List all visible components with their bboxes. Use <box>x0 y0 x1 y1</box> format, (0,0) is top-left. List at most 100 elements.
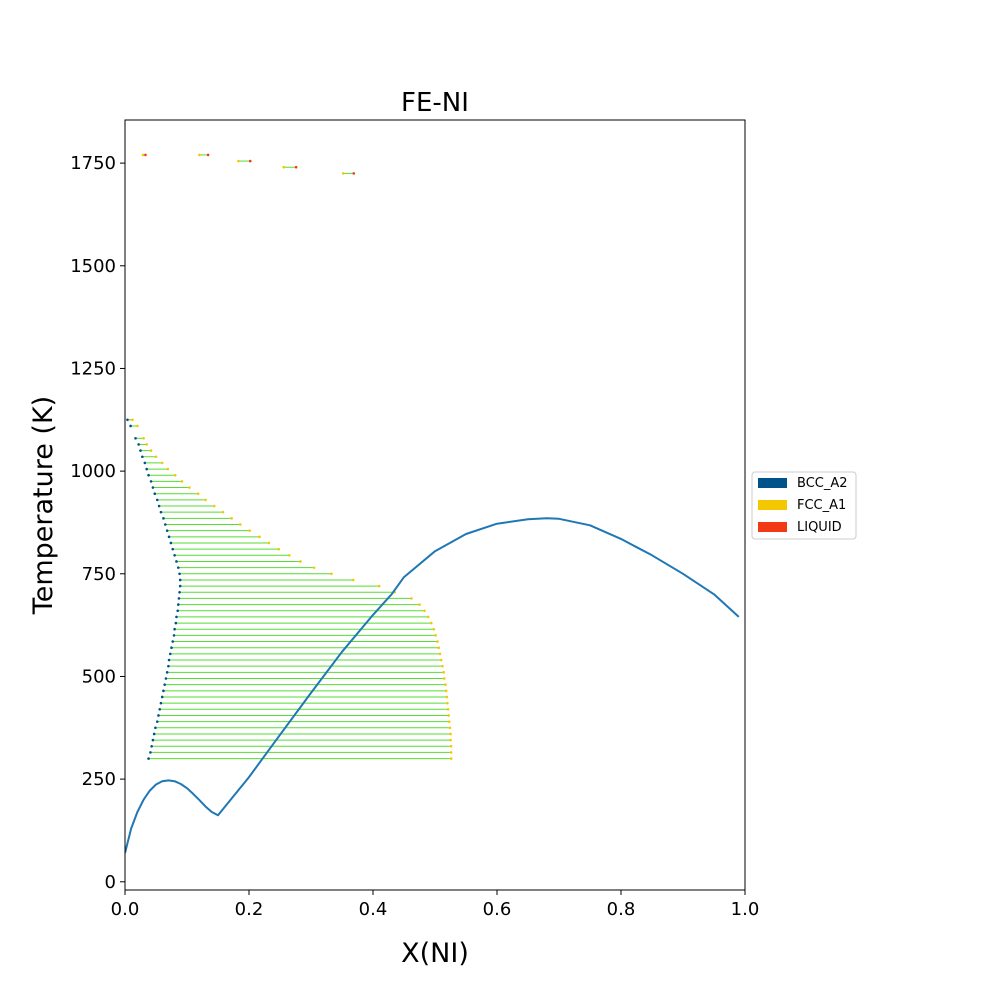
fcc-a1-point <box>447 714 450 717</box>
fcc-a1-point <box>154 455 158 459</box>
fcc-a1-point <box>277 547 281 551</box>
fcc-a1-point <box>436 640 439 643</box>
fcc-a1-point <box>230 517 233 520</box>
fcc-a1-point <box>449 744 453 748</box>
bcc-a2-point <box>159 510 163 514</box>
fcc-a1-point <box>239 523 242 526</box>
fcc-a1-point <box>141 153 145 157</box>
bcc-a2-point <box>126 418 129 422</box>
y-tick-label: 1500 <box>70 256 116 277</box>
fcc-a1-point <box>449 751 453 754</box>
fcc-a1-point <box>221 510 225 514</box>
fcc-a1-point <box>434 634 437 637</box>
bcc-a2-point <box>155 720 159 723</box>
y-tick-label: 750 <box>82 564 116 585</box>
fcc-a1-point <box>180 480 184 483</box>
legend-label: LIQUID <box>797 520 842 535</box>
fcc-a1-point <box>446 701 449 705</box>
bcc-a2-point <box>167 535 171 539</box>
bcc-a2-point <box>174 621 178 625</box>
bcc-a2-point <box>168 652 172 656</box>
bcc-a2-point <box>171 640 175 643</box>
fcc-a1-point <box>145 443 148 446</box>
x-axis: 0.0 0.2 0.4 0.6 0.8 1.0 <box>111 890 760 920</box>
fcc-a1-point <box>410 597 413 600</box>
bcc-a2-point <box>178 584 182 588</box>
fcc-a1-point <box>377 584 381 588</box>
fcc-a1-point <box>282 165 286 169</box>
x-axis-label: X(NI) <box>401 938 469 969</box>
fcc-a1-point <box>437 646 441 650</box>
fcc-a1-point <box>447 720 451 723</box>
bcc-a2-point <box>147 757 150 760</box>
bcc-a2-point <box>169 541 173 545</box>
bcc-a2-point <box>177 603 180 606</box>
y-tick-label: 1000 <box>70 461 116 482</box>
bcc-a2-point <box>158 708 162 711</box>
fcc-a1-point <box>446 708 450 711</box>
legend-swatch <box>758 522 787 532</box>
bcc-a2-point <box>143 461 147 465</box>
liquid-point <box>206 153 210 157</box>
x-tick-label: 1.0 <box>731 899 760 920</box>
bcc-a2-point <box>167 658 171 662</box>
y-tick-label: 1250 <box>70 358 116 379</box>
bcc-a2-point <box>149 480 153 483</box>
bcc-a2-point <box>178 590 181 594</box>
bcc-a2-point <box>129 424 132 428</box>
y-axis: 0 250 500 750 1000 1250 1500 1750 <box>70 153 125 893</box>
bcc-a2-point <box>167 664 170 668</box>
fcc-a1-point <box>439 658 443 662</box>
x-tick-label: 0.0 <box>111 899 140 920</box>
bcc-a2-point <box>164 523 167 526</box>
fcc-a1-point <box>429 621 433 625</box>
x-tick-label: 0.2 <box>235 899 264 920</box>
bcc-a2-point <box>157 714 160 717</box>
bcc-a2-point <box>137 443 140 446</box>
x-tick-label: 0.8 <box>607 899 636 920</box>
fcc-a1-point <box>445 695 449 699</box>
bcc-a2-point <box>175 560 178 563</box>
bcc-a2-point <box>152 732 156 736</box>
bcc-a2-point <box>150 744 153 748</box>
bcc-a2-point <box>151 738 155 742</box>
fcc-a1-point <box>196 492 200 496</box>
fcc-a1-point <box>448 726 452 730</box>
fcc-a1-point <box>142 436 145 440</box>
bcc-a2-point <box>173 554 176 557</box>
bcc-a2-point <box>141 455 144 459</box>
y-tick-label: 0 <box>105 872 116 893</box>
bcc-a2-point <box>164 677 168 680</box>
bcc-a2-point <box>153 492 157 496</box>
x-tick-label: 0.4 <box>359 899 388 920</box>
bcc-a2-point <box>165 529 169 532</box>
bcc-a2-point <box>172 634 176 637</box>
fcc-a1-point <box>426 615 430 619</box>
bcc-a2-point <box>160 695 164 699</box>
liquid-point <box>248 159 252 163</box>
fcc-a1-point <box>442 671 445 674</box>
fcc-a1-point <box>160 461 164 465</box>
y-axis-label: Temperature (K) <box>28 396 59 615</box>
bcc-a2-point <box>145 467 148 471</box>
fcc-a1-point <box>136 424 139 428</box>
bcc-a2-point <box>151 486 155 489</box>
bcc-a2-point <box>171 547 175 551</box>
fcc-a1-point <box>423 609 426 613</box>
bcc-a2-point <box>157 504 161 508</box>
y-tick-label: 250 <box>82 769 116 790</box>
fcc-a1-point <box>267 541 271 545</box>
bcc-a2-point <box>147 473 150 477</box>
plot-content <box>125 153 740 854</box>
bcc-a2-point <box>177 566 180 569</box>
bcc-a2-point <box>178 578 182 582</box>
legend: BCC_A2 FCC_A1 LIQUID <box>751 471 857 540</box>
bcc-a2-point <box>162 517 165 520</box>
bcc-a2-point <box>155 498 159 502</box>
fcc-a1-point <box>418 603 421 606</box>
bcc-a2-point <box>173 627 176 631</box>
fcc-a1-point <box>188 486 191 489</box>
fcc-a1-point <box>173 473 177 477</box>
fcc-a1-point <box>212 504 216 508</box>
